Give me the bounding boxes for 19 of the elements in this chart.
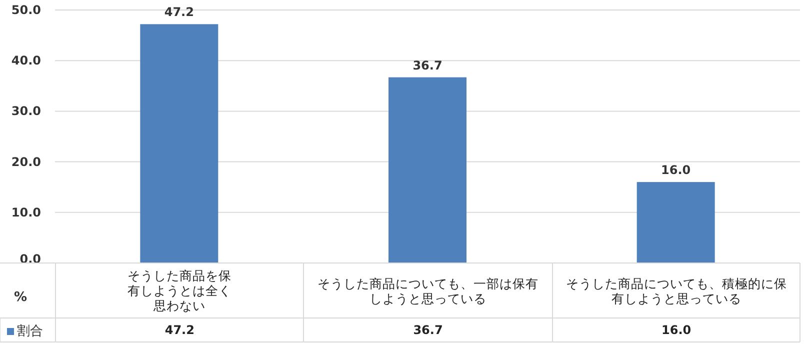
bar xyxy=(636,182,715,263)
x-tick-label: そうした商品を保有しようとは全く思わない xyxy=(126,268,233,313)
bar xyxy=(388,77,466,263)
x-tick-label: そうした商品についても、積極的に保有しようと思っている xyxy=(564,276,788,306)
legend-label: 割合 xyxy=(17,324,43,339)
bar xyxy=(140,24,218,263)
data-label: 16.0 xyxy=(552,318,800,342)
y-tick-label: 10.0 xyxy=(11,205,41,220)
x-tick-label: そうした商品についても、一部は保有しようと思っている xyxy=(316,276,540,306)
y-axis-title: % xyxy=(14,290,28,305)
y-tick-label: 40.0 xyxy=(11,54,41,68)
text: 47.2 xyxy=(164,5,194,20)
y-tick-label: 50.0 xyxy=(11,3,41,17)
y-tick-label: 30.0 xyxy=(11,104,41,118)
data-label: 47.2 xyxy=(55,318,304,342)
text: 16.0 xyxy=(661,163,691,178)
y-tick-label: 20.0 xyxy=(11,154,41,169)
data-label: 36.7 xyxy=(303,318,552,342)
text: 36.7 xyxy=(412,58,442,72)
